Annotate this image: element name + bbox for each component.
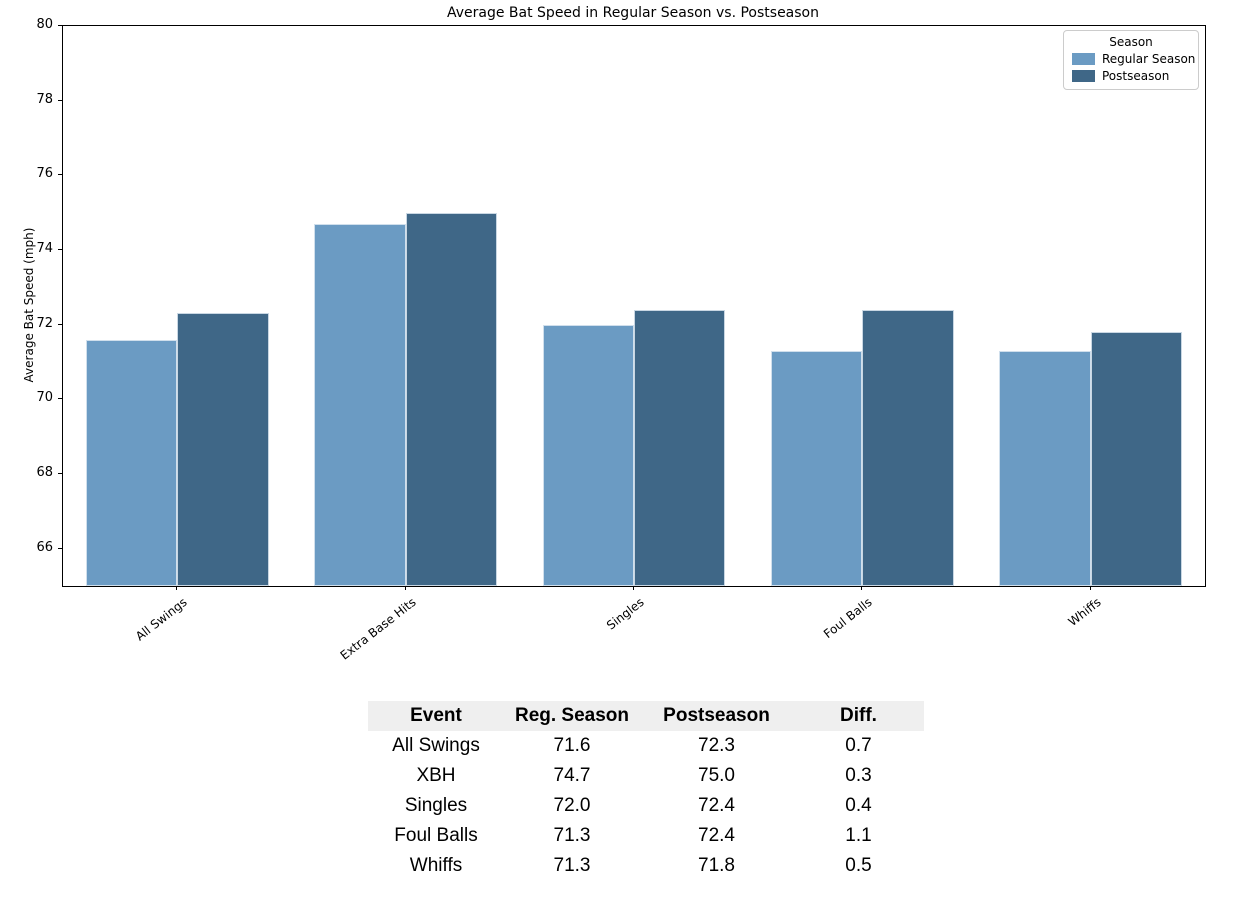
table-cell: Singles xyxy=(404,795,468,816)
y-tick-mark xyxy=(58,99,62,101)
x-tick-label-all-swings: All Swings xyxy=(133,595,190,644)
table-cell: Whiffs xyxy=(409,855,463,876)
legend-title: Season xyxy=(1109,35,1153,49)
x-tick-label-whiffs: Whiffs xyxy=(1065,595,1104,630)
table-cell: 75.0 xyxy=(698,765,735,786)
bar-postseason-singles xyxy=(634,309,726,586)
legend-entry-postseason: Postseason xyxy=(1072,69,1190,83)
y-tick-mark xyxy=(58,323,62,325)
legend-entries: Regular Season Postseason xyxy=(1072,52,1195,83)
legend-swatch-postseason xyxy=(1072,70,1095,82)
y-tick-label: 74 xyxy=(36,241,53,256)
table-cell: All Swings xyxy=(392,735,480,756)
legend-swatch-regular-season xyxy=(1072,53,1095,65)
table-row-foul-balls: Foul Balls 71.3 72.4 1.1 xyxy=(368,821,924,851)
legend-label: Regular Season xyxy=(1102,52,1196,66)
x-tick-label-extra-base-hits: Extra Base Hits xyxy=(337,595,419,663)
table-header-event: Event xyxy=(410,705,462,726)
table-cell: 71.6 xyxy=(553,735,591,756)
table-cell: 71.3 xyxy=(553,855,591,876)
table-cell: 72.0 xyxy=(553,795,591,816)
table-body: All Swings 71.6 72.3 0.7 XBH 74.7 75.0 0.3 Singl… xyxy=(368,731,924,881)
y-tick-label: 80 xyxy=(36,17,53,32)
table-row-whiffs: Whiffs 71.3 71.8 0.5 xyxy=(368,851,924,881)
y-tick-label: 70 xyxy=(36,390,53,406)
table-cell: 71.3 xyxy=(553,825,591,846)
table-row-all-swings: All Swings 71.6 72.3 0.7 xyxy=(368,731,924,761)
bar-regular-season-extra-base-hits xyxy=(314,223,406,586)
bar-regular-season-all-swings xyxy=(85,339,178,586)
bar-regular-season-singles xyxy=(542,324,634,586)
bar-postseason-all-swings xyxy=(177,313,269,586)
y-tick-mark xyxy=(58,398,62,400)
table-cell: 71.8 xyxy=(698,855,735,876)
x-tick-mark xyxy=(1089,586,1091,590)
x-tick-mark xyxy=(404,586,406,590)
y-tick-label: 78 xyxy=(36,91,53,107)
table-cell: 0.5 xyxy=(845,855,872,876)
y-tick-label: 68 xyxy=(36,465,53,480)
y-tick-mark xyxy=(58,249,62,250)
bar-postseason-whiffs xyxy=(1090,332,1183,586)
table-cell: Foul Balls xyxy=(394,825,478,846)
y-tick-label: 66 xyxy=(36,539,53,555)
plot-area xyxy=(62,25,1206,587)
y-tick-label: 76 xyxy=(36,166,53,182)
table-row-singles: Singles 72.0 72.4 0.4 xyxy=(368,791,924,821)
bar-postseason-foul-balls xyxy=(862,309,954,586)
table-header-diff-: Diff. xyxy=(840,705,877,726)
y-tick-mark xyxy=(58,547,62,549)
y-tick-mark xyxy=(58,174,62,176)
table-cell: 0.7 xyxy=(845,735,872,756)
x-tick-mark xyxy=(633,586,634,590)
legend-entry-regular-season: Regular Season xyxy=(1072,52,1195,66)
table-cell: XBH xyxy=(416,765,456,786)
bar-regular-season-whiffs xyxy=(999,350,1091,586)
bar-postseason-extra-base-hits xyxy=(405,212,497,586)
table-cell: 72.4 xyxy=(698,795,735,816)
bar-regular-season-foul-balls xyxy=(771,350,863,586)
legend: Season Regular Season Postseason xyxy=(1063,30,1199,90)
table-cell: 72.3 xyxy=(698,735,735,756)
legend-label: Postseason xyxy=(1102,69,1170,83)
table-row-xbh: XBH 74.7 75.0 0.3 xyxy=(368,761,924,791)
y-tick-mark xyxy=(58,473,62,474)
x-tick-label-singles: Singles xyxy=(603,595,647,633)
table-cell: 0.3 xyxy=(845,765,872,786)
y-tick-mark xyxy=(58,25,62,26)
table-header-reg-season: Reg. Season xyxy=(514,705,630,726)
table-cell: 74.7 xyxy=(553,765,591,786)
y-tick-label: 72 xyxy=(36,315,53,331)
summary-table: Event Reg. Season Postseason Diff. All Swin… xyxy=(368,701,924,881)
table-cell: 72.4 xyxy=(698,825,735,846)
x-tick-label-foul-balls: Foul Balls xyxy=(821,595,876,642)
x-tick-mark xyxy=(176,586,178,590)
table-cell: 0.4 xyxy=(845,795,872,816)
table-cell: 1.1 xyxy=(845,825,872,846)
x-tick-mark xyxy=(861,586,863,590)
chart-title: Average Bat Speed in Regular Season vs. … xyxy=(446,5,819,21)
chart-canvas: Average Bat Speed in Regular Season vs. … xyxy=(22,5,1206,663)
table-header-postseason: Postseason xyxy=(663,705,770,726)
table-header-row: Event Reg. Season Postseason Diff. xyxy=(368,701,924,731)
